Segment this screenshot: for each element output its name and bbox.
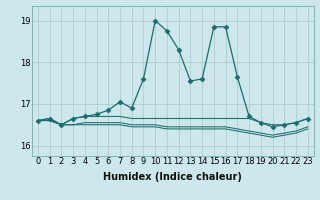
X-axis label: Humidex (Indice chaleur): Humidex (Indice chaleur) — [103, 172, 242, 182]
